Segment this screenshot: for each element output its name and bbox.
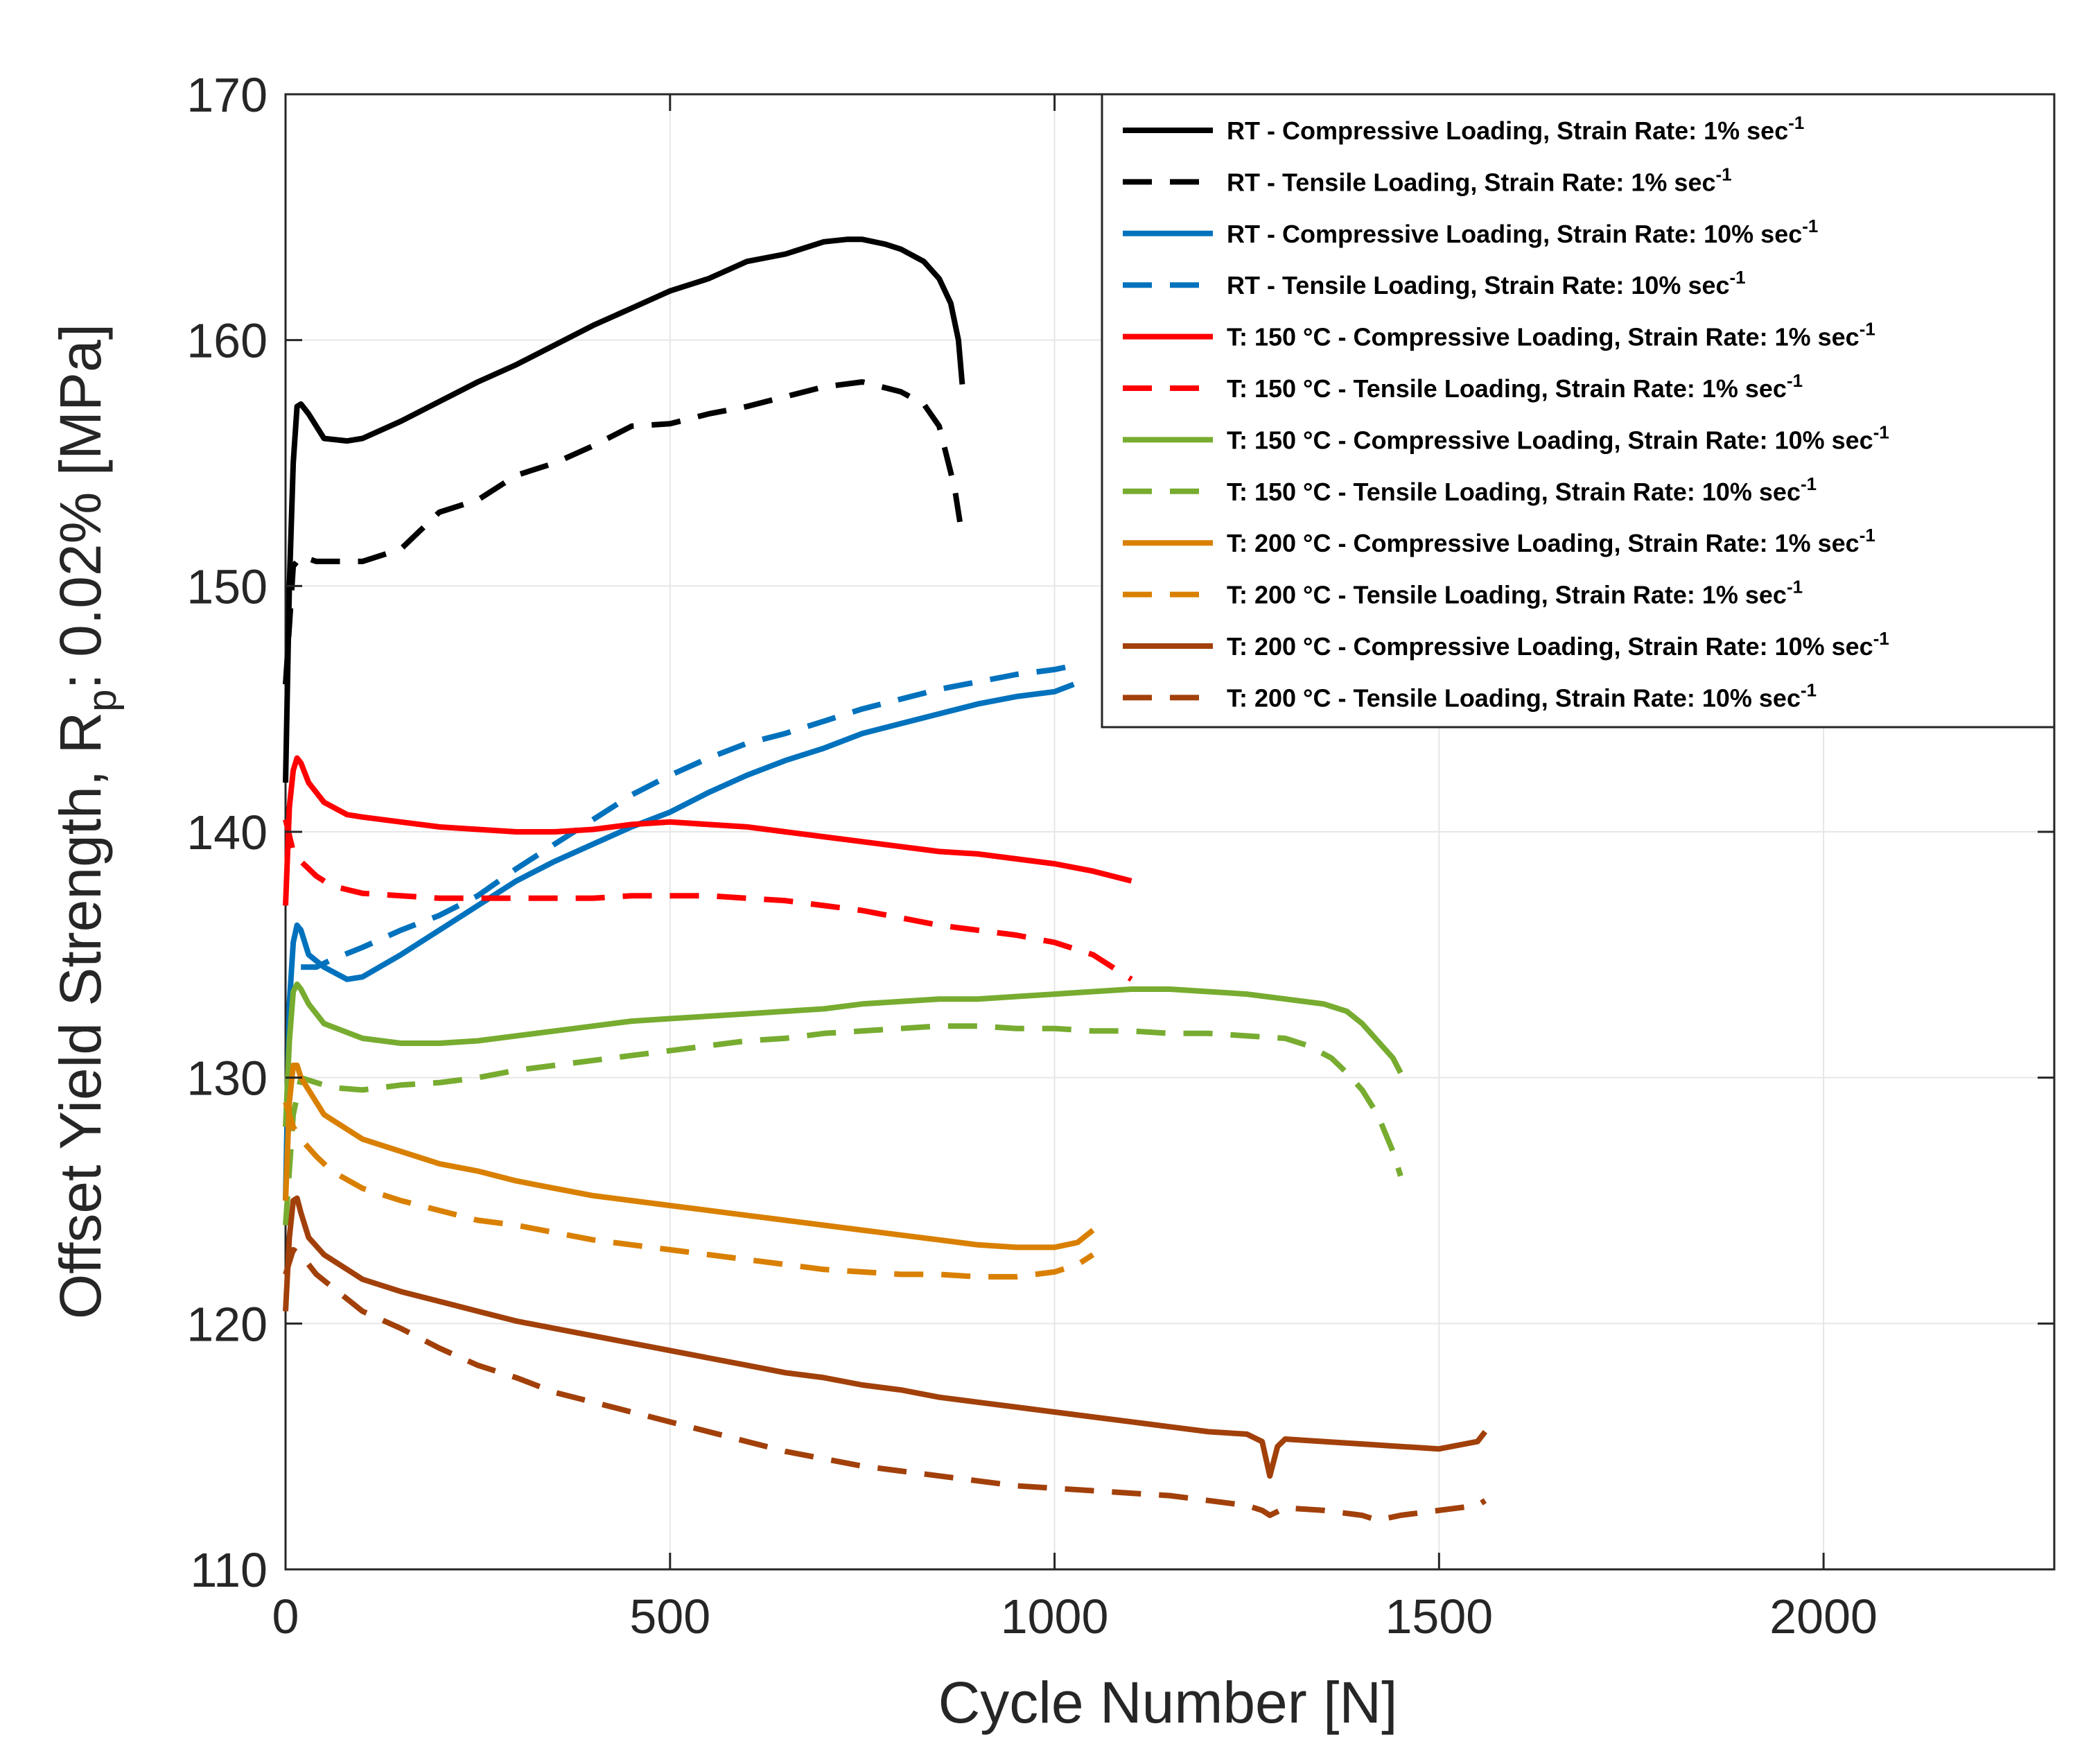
legend-entry: T: 200 °C - Compressive Loading, Strain … <box>1227 628 1889 661</box>
legend-box <box>1101 93 2056 729</box>
legend-entry: T: 150 °C - Tensile Loading, Strain Rate… <box>1227 473 1817 506</box>
legend-entry-superscript: -1 <box>1788 112 1804 133</box>
x-tick-label: 2000 <box>1769 1589 1878 1644</box>
series-line-3 <box>283 681 1075 1201</box>
tick-labels: 0 500 1000 1500 2000 110 120 130 140 150 160 170 <box>186 68 2054 1644</box>
series-line-5 <box>283 755 1132 906</box>
legend-entry: RT - Tensile Loading, Strain Rate: 1% se… <box>1227 164 1732 196</box>
legend-entry-label: RT - Compressive Loading, Strain Rate: 1… <box>1227 220 1802 248</box>
series-group <box>283 236 1488 1524</box>
y-tick-label: 160 <box>186 314 268 368</box>
legend-entry-superscript: -1 <box>1730 267 1746 288</box>
x-tick-label: 1500 <box>1385 1589 1493 1644</box>
y-axis-label-main: Offset Yield Strength, R <box>48 712 113 1319</box>
legend-entry-superscript: -1 <box>1802 216 1818 236</box>
y-axis-label-rest: : 0.02% [MPa] <box>48 324 113 690</box>
legend-entry-label: T: 200 °C - Tensile Loading, Strain Rate… <box>1227 683 1801 712</box>
legend-entry-superscript: -1 <box>1787 370 1803 391</box>
legend-entry-superscript: -1 <box>1873 628 1889 649</box>
series-line-8 <box>283 1023 1403 1226</box>
legend-entry: T: 200 °C - Tensile Loading, Strain Rate… <box>1227 577 1803 609</box>
x-axis-label: Cycle Number [N] <box>938 1670 1398 1735</box>
y-tick-label: 110 <box>190 1543 268 1597</box>
y-tick-label: 140 <box>186 805 268 860</box>
legend-entry-superscript: -1 <box>1801 473 1817 494</box>
y-axis-label: Offset Yield Strength, Rp: 0.02% [MPa] <box>48 324 125 1319</box>
legend-entry-label: RT - Tensile Loading, Strain Rate: 1% se… <box>1227 168 1715 196</box>
legend-entry: T: 150 °C - Compressive Loading, Strain … <box>1227 421 1889 454</box>
legend-entry-label: T: 150 °C - Tensile Loading, Strain Rate… <box>1227 374 1787 403</box>
y-axis-label-subscript: p <box>80 690 125 712</box>
series-line-1 <box>283 236 965 783</box>
legend-entry-label: RT - Tensile Loading, Strain Rate: 10% s… <box>1227 271 1730 299</box>
legend-entry-label: T: 150 °C - Compressive Loading, Strain … <box>1227 323 1860 351</box>
legend-entry-label: T: 200 °C - Compressive Loading, Strain … <box>1227 529 1860 557</box>
series-line-9 <box>283 1062 1095 1251</box>
series-line-4 <box>301 661 1078 970</box>
legend-entry-superscript: -1 <box>1715 164 1731 184</box>
y-tick-label: 170 <box>186 68 268 122</box>
x-tick-label: 500 <box>629 1589 710 1644</box>
legend: RT - Compressive Loading, Strain Rate: 1… <box>1101 93 2056 729</box>
legend-entry-label: RT - Compressive Loading, Strain Rate: 1… <box>1227 116 1788 145</box>
series-line-7 <box>283 981 1403 1127</box>
legend-entry-label: T: 150 °C - Compressive Loading, Strain … <box>1227 426 1873 454</box>
series-line-6 <box>283 819 1133 982</box>
legend-entry-superscript: -1 <box>1873 421 1889 442</box>
series-line-11 <box>283 1195 1488 1479</box>
series-line-2 <box>283 379 965 685</box>
legend-entry-superscript: -1 <box>1860 319 1875 340</box>
legend-entry-label: T: 150 °C - Tensile Loading, Strain Rate… <box>1227 478 1801 506</box>
y-tick-label: 130 <box>186 1052 268 1106</box>
legend-entry-superscript: -1 <box>1787 577 1803 598</box>
y-tick-label: 120 <box>186 1297 268 1351</box>
legend-entry-label: T: 200 °C - Tensile Loading, Strain Rate… <box>1227 581 1787 609</box>
series-line-12 <box>283 1246 1487 1524</box>
legend-entry: RT - Compressive Loading, Strain Rate: 1… <box>1227 216 1818 248</box>
legend-entry: T: 200 °C - Tensile Loading, Strain Rate… <box>1227 679 1817 712</box>
legend-entry: RT - Tensile Loading, Strain Rate: 10% s… <box>1227 267 1746 299</box>
legend-entry: T: 150 °C - Compressive Loading, Strain … <box>1227 319 1875 351</box>
legend-entry-superscript: -1 <box>1860 525 1875 546</box>
y-tick-label: 150 <box>186 559 268 613</box>
legend-entry-superscript: -1 <box>1801 679 1817 700</box>
legend-entry: T: 200 °C - Compressive Loading, Strain … <box>1227 525 1875 557</box>
x-tick-label: 1000 <box>1001 1589 1109 1644</box>
legend-entry: RT - Compressive Loading, Strain Rate: 1… <box>1227 112 1804 145</box>
legend-entry-label: T: 200 °C - Compressive Loading, Strain … <box>1227 632 1873 661</box>
legend-entry: T: 150 °C - Tensile Loading, Strain Rate… <box>1227 370 1803 403</box>
x-tick-label: 0 <box>272 1589 299 1644</box>
